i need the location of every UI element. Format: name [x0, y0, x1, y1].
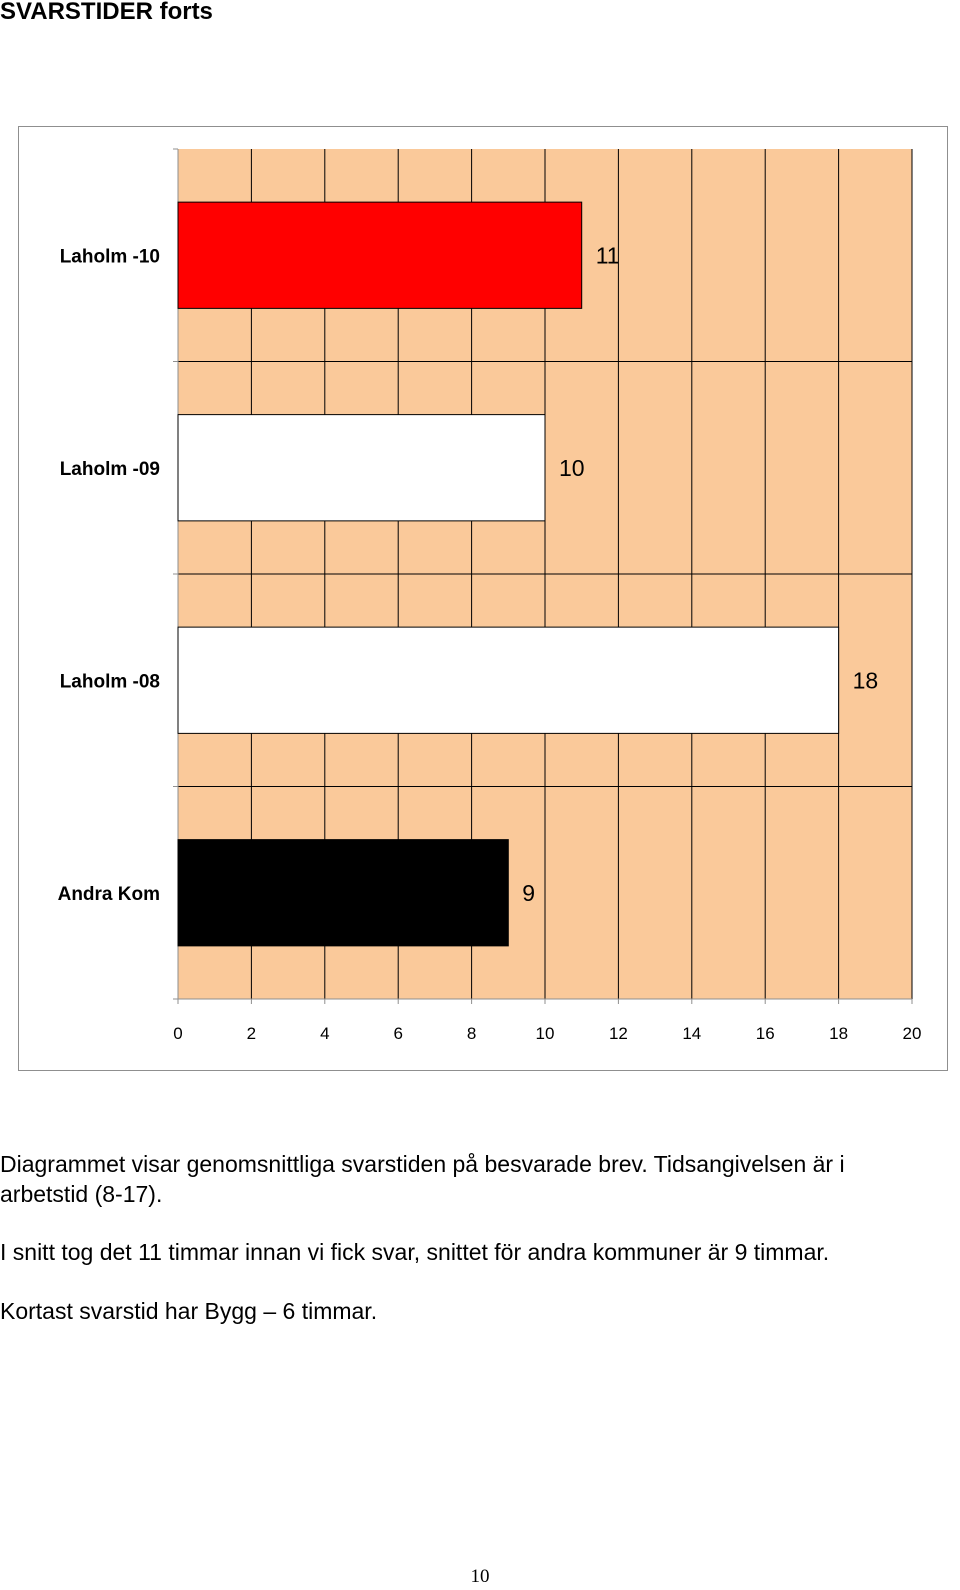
x-tick-label: 6 — [393, 1024, 402, 1043]
bar — [177, 839, 509, 947]
data-label: 9 — [522, 880, 535, 906]
page-title: SVARSTIDER forts — [0, 0, 213, 25]
x-tick-label: 2 — [247, 1024, 256, 1043]
description-line-1: Diagrammet visar genomsnittliga svarstid… — [0, 1151, 845, 1177]
x-tick-label: 4 — [320, 1024, 329, 1043]
x-tick-label: 8 — [467, 1024, 476, 1043]
bar — [177, 626, 840, 734]
category-label: Laholm -09 — [60, 459, 160, 480]
data-label: 11 — [596, 242, 620, 268]
data-label: 10 — [559, 455, 585, 481]
shortest-paragraph: Kortast svarstid har Bygg – 6 timmar. — [0, 1298, 378, 1324]
x-tick-label: 0 — [173, 1024, 182, 1043]
x-tick-label: 10 — [536, 1024, 555, 1043]
bar-chart: 0 2 4 6 8 10 12 14 16 18 20 11 Laholm -10 10 Laholm -0… — [58, 148, 922, 1043]
data-label: 18 — [853, 667, 879, 693]
category-label: Andra Kom — [58, 884, 160, 905]
bar-series — [177, 201, 840, 947]
chart-frame: 0 2 4 6 8 10 12 14 16 18 20 11 Laholm -10 10 Laholm -0… — [18, 126, 948, 1071]
category-label: Laholm -10 — [60, 246, 160, 267]
description-line-2: arbetstid (8-17). — [0, 1181, 163, 1207]
x-tick-label: 14 — [682, 1024, 701, 1043]
x-tick-label: 12 — [609, 1024, 628, 1043]
category-label: Laholm -08 — [60, 671, 160, 692]
page-number: 10 — [470, 1566, 490, 1587]
bar — [177, 414, 546, 522]
x-tick-label: 18 — [829, 1024, 848, 1043]
bar — [177, 201, 583, 309]
x-tick-label: 20 — [903, 1024, 922, 1043]
chart-labels: 0 2 4 6 8 10 12 14 16 18 20 11 Laholm -10 10 Laholm -0… — [58, 242, 922, 1043]
x-tick-label: 16 — [756, 1024, 775, 1043]
average-paragraph: I snitt tog det 11 timmar innan vi fick … — [0, 1239, 830, 1265]
